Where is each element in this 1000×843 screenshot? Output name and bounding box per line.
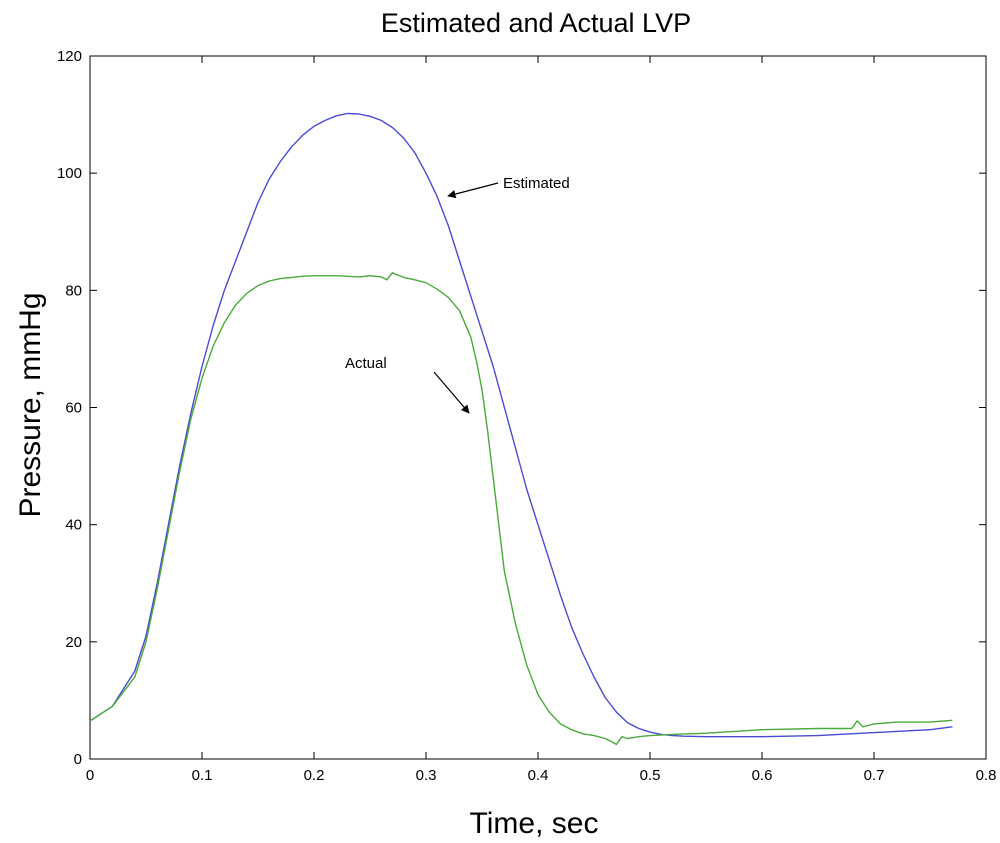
x-tick-label: 0.3: [416, 767, 437, 784]
y-tick-label: 100: [57, 165, 82, 182]
actual-label: Actual: [345, 355, 387, 372]
actual-series-line: [89, 272, 953, 746]
y-tick-label: 40: [65, 517, 82, 534]
x-tick-label: 0.7: [864, 767, 885, 784]
y-axis-ticks: 0 20 40 60 80 100 120: [57, 48, 986, 768]
y-tick-label: 60: [65, 400, 82, 417]
x-tick-label: 0.4: [528, 767, 549, 784]
x-axis-label: Time, sec: [470, 807, 599, 840]
x-tick-label: 0: [86, 767, 94, 784]
y-tick-label: 80: [65, 282, 82, 299]
series-layer: [89, 112, 953, 746]
x-tick-label: 0.5: [640, 767, 661, 784]
x-tick-label: 0.1: [192, 767, 213, 784]
x-tick-label: 0.2: [304, 767, 325, 784]
y-axis-label: Pressure, mmHg: [14, 292, 47, 517]
y-tick-label: 20: [65, 634, 82, 651]
chart-title: Estimated and Actual LVP: [381, 8, 691, 38]
estimated-arrow: [447, 182, 499, 199]
x-axis-ticks: 0 0.1 0.2 0.3 0.4 0.5 0.6 0.7 0.8: [86, 56, 997, 784]
plot-area: [89, 55, 987, 760]
x-tick-label: 0.6: [752, 767, 773, 784]
estimated-series-line: [89, 112, 953, 738]
annotations: Estimated Actual: [345, 175, 570, 414]
y-tick-label: 0: [74, 751, 82, 768]
estimated-label: Estimated: [503, 175, 570, 192]
actual-arrow: [433, 371, 470, 414]
y-tick-label: 120: [57, 48, 82, 65]
x-tick-label: 0.8: [976, 767, 997, 784]
